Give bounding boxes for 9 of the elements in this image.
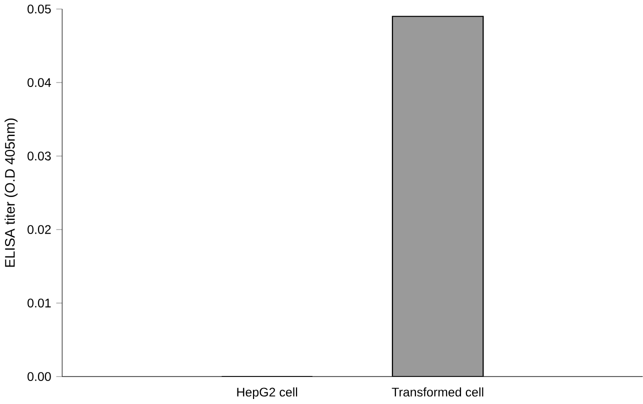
y-tick-label: 0.02 [28, 225, 51, 234]
y-tick-label: 0.00 [28, 372, 51, 382]
y-tick-label: 0.04 [28, 78, 51, 88]
y-tick-label: 0.01 [28, 298, 51, 308]
x-tick-label: Transformed cell [392, 388, 484, 397]
y-axis-title: ELISA titer (O.D 405nm) [4, 118, 18, 267]
y-tick-label: 0.03 [28, 152, 51, 161]
x-tick-label: HepG2 cell [237, 388, 298, 400]
y-tick-label: 0.05 [28, 4, 51, 14]
